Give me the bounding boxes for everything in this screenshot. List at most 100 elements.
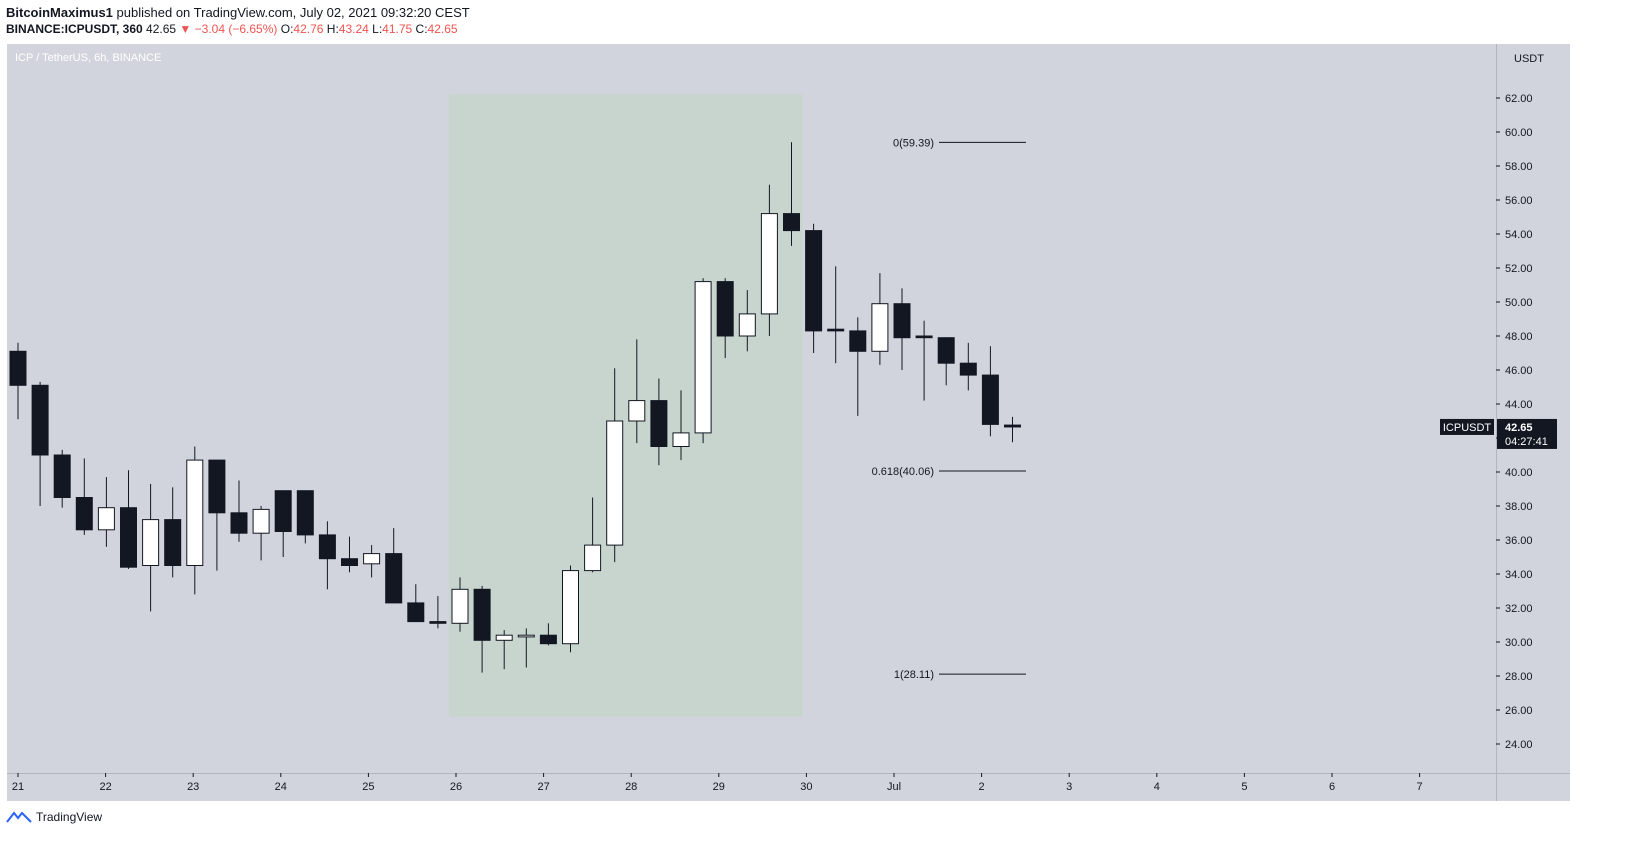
candle-body-up	[606, 420, 624, 546]
candle	[805, 223, 823, 353]
candle-body-down	[827, 328, 845, 332]
low-value: 41.75	[382, 22, 413, 36]
candle-body-down	[959, 362, 977, 376]
price-axis[interactable]	[1496, 44, 1570, 773]
x-tick-label: 6	[1329, 781, 1335, 793]
candle	[606, 368, 624, 563]
candle	[363, 545, 381, 578]
y-tick-label: 46.00	[1505, 365, 1533, 377]
candle-body-up	[628, 400, 646, 422]
y-tick-label: 52.00	[1505, 263, 1533, 275]
candle	[9, 342, 27, 420]
candle	[252, 506, 270, 561]
time-axis[interactable]	[7, 773, 1496, 801]
candle-body-down	[341, 558, 358, 567]
symbol-price-tag	[1440, 418, 1494, 435]
symbol-price-tag-label: ICPUSDT	[1443, 422, 1492, 434]
candle	[783, 142, 800, 246]
fib-level-label: 0.618(40.06)	[872, 466, 934, 478]
tradingview-logo-icon	[6, 811, 32, 823]
x-tick-label: 21	[12, 781, 24, 793]
candle	[385, 528, 403, 604]
x-tick-label: 29	[713, 781, 725, 793]
candle	[562, 565, 579, 653]
x-tick-label: 27	[537, 781, 549, 793]
candle	[142, 483, 160, 612]
candle	[628, 339, 646, 444]
candle	[937, 337, 955, 386]
candle-body-down	[650, 400, 668, 448]
candle-body-up	[584, 544, 602, 572]
candle	[539, 623, 557, 646]
candle	[230, 480, 248, 542]
candle-body-up	[451, 588, 469, 624]
candle-body-down	[716, 281, 734, 337]
candle	[849, 317, 867, 416]
axis-corner	[1496, 773, 1570, 801]
x-tick-label: Jul	[887, 781, 901, 793]
candle-body-down	[208, 459, 226, 514]
candle-body-down	[937, 337, 955, 364]
candle-body-down	[385, 553, 403, 604]
high-value: 43.24	[338, 22, 369, 36]
candle-body-up	[672, 432, 690, 447]
candle-body-up	[694, 281, 712, 434]
x-tick-label: 23	[187, 781, 199, 793]
candle	[871, 273, 889, 365]
candle	[341, 536, 358, 573]
candle-body-down	[318, 534, 336, 560]
candle-body-up	[760, 213, 778, 315]
candle	[97, 477, 115, 547]
author-name[interactable]: BitcoinMaximus1	[6, 5, 113, 20]
y-tick-label: 26.00	[1505, 705, 1533, 717]
candle	[694, 278, 712, 444]
candle	[451, 577, 469, 632]
candle	[429, 596, 447, 629]
candle-body-up	[562, 570, 579, 645]
candle-body-down	[893, 303, 911, 339]
candle-body-up	[142, 519, 160, 566]
candle	[650, 378, 668, 466]
y-tick-label: 48.00	[1505, 331, 1533, 343]
candle-body-down	[53, 454, 71, 498]
currency-label: USDT	[1514, 53, 1544, 65]
candle-body-up	[871, 303, 889, 352]
y-tick-label: 60.00	[1505, 127, 1533, 139]
published-info: published on TradingView.com, July 02, 2…	[116, 5, 470, 20]
y-tick-label: 54.00	[1505, 229, 1533, 241]
open-value: 42.76	[293, 22, 324, 36]
countdown-label: 04:27:41	[1505, 436, 1548, 448]
candle-body-up	[517, 634, 535, 638]
candle	[827, 266, 845, 364]
candle-body-down	[849, 330, 867, 352]
candle-body-down	[9, 350, 27, 386]
candle	[584, 497, 602, 573]
candle	[959, 342, 977, 391]
candle-body-down	[31, 384, 49, 456]
candle	[120, 470, 137, 569]
x-tick-label: 2	[979, 781, 985, 793]
candle	[31, 381, 49, 506]
y-tick-label: 28.00	[1505, 671, 1533, 683]
x-tick-label: 28	[625, 781, 637, 793]
pane-title: ICP / TetherUS, 6h, BINANCE	[15, 52, 162, 64]
candle-body-down	[981, 374, 999, 425]
candle	[318, 521, 336, 590]
candle-body-down	[230, 512, 248, 534]
y-tick-label: 34.00	[1505, 569, 1533, 581]
candle-body-up	[186, 459, 204, 567]
y-tick-label: 38.00	[1505, 501, 1533, 513]
candle	[186, 446, 204, 595]
candle-body-down	[429, 621, 447, 624]
candle-body-up	[252, 508, 270, 534]
footer-brand[interactable]: TradingView	[36, 810, 103, 824]
candle-body-down	[805, 230, 823, 332]
last-price: 42.65	[146, 22, 177, 36]
footer: TradingView	[6, 810, 102, 824]
low-label: L:	[372, 22, 383, 36]
highlight-box	[449, 94, 803, 717]
candle	[164, 487, 182, 578]
candle	[893, 288, 911, 370]
candle-body-down	[274, 490, 292, 533]
